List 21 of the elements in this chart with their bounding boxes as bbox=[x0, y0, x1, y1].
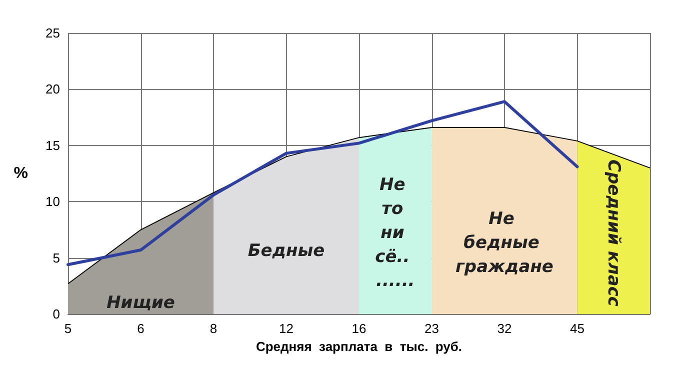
y-tick-label: 10 bbox=[46, 194, 60, 210]
series-label: Средний класс bbox=[604, 159, 624, 307]
x-tick-label: 45 bbox=[570, 321, 584, 336]
y-tick-label: 0 bbox=[52, 306, 60, 322]
series-label: Нищие bbox=[106, 293, 175, 313]
x-tick-label: 6 bbox=[137, 321, 144, 336]
x-tick-label: 12 bbox=[279, 321, 294, 336]
x-axis-title: Средняя зарплата в тыс. руб. bbox=[256, 339, 462, 354]
y-tick-label: 15 bbox=[46, 138, 60, 153]
y-tick-label: 25 bbox=[46, 26, 60, 40]
x-tick-label: 8 bbox=[210, 321, 218, 336]
x-tick-label: 5 bbox=[64, 321, 72, 336]
x-tick-label: 32 bbox=[497, 321, 512, 336]
series-label: Бедные bbox=[248, 241, 325, 261]
series-label: Не то ни сё.. ...... bbox=[375, 175, 416, 291]
y-tick-label: 5 bbox=[52, 250, 60, 266]
series-label: Не бедные граждане bbox=[456, 209, 554, 277]
y-tick-label: 20 bbox=[46, 82, 60, 97]
y-axis-title: % bbox=[14, 165, 28, 182]
x-tick-label: 16 bbox=[352, 321, 366, 336]
x-tick-label: 23 bbox=[424, 321, 439, 336]
